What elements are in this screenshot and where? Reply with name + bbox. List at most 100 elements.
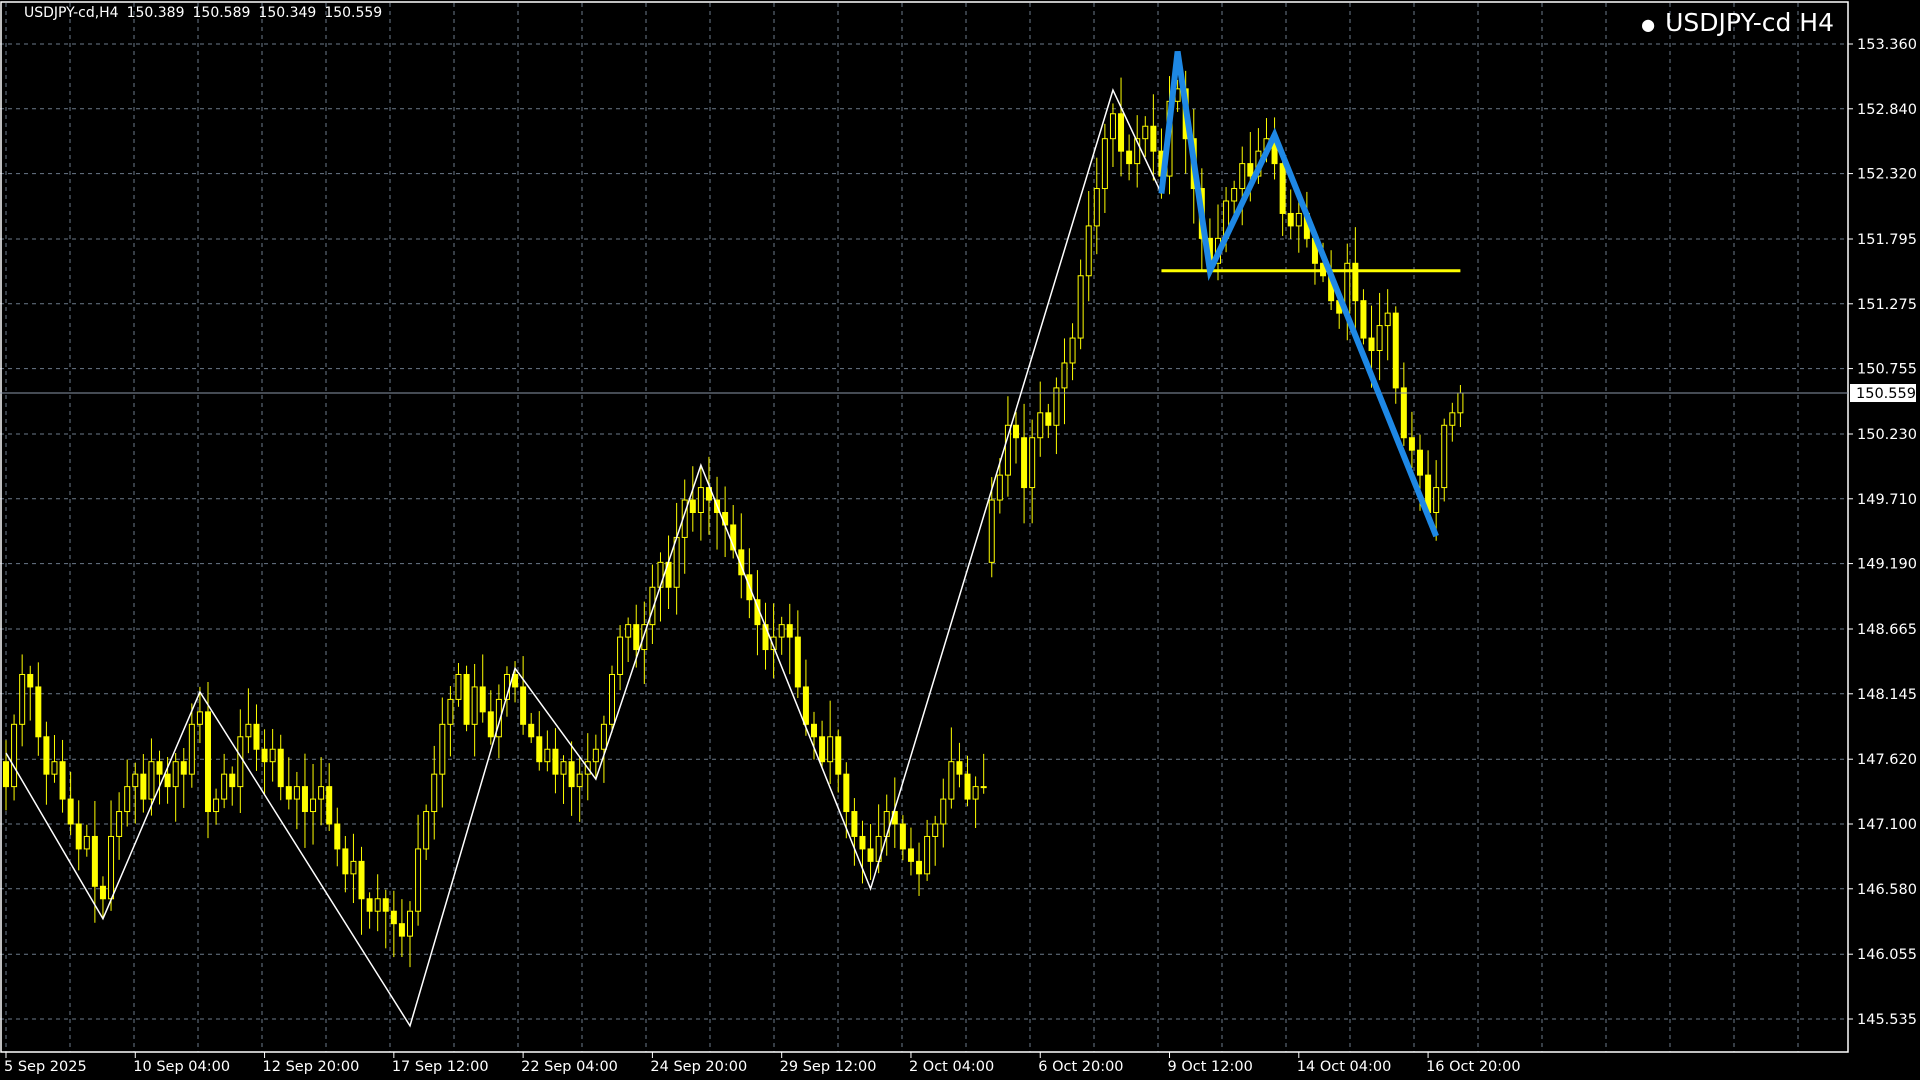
candle-body xyxy=(1101,138,1108,190)
candle-body xyxy=(1457,392,1464,414)
candle-body xyxy=(245,723,252,738)
candle-body xyxy=(1368,337,1375,352)
candle-body xyxy=(576,773,583,788)
candle-body xyxy=(1021,437,1028,489)
candle-body xyxy=(819,736,826,763)
candle-body xyxy=(980,786,987,789)
candle-body xyxy=(196,711,203,725)
candle-body xyxy=(455,673,462,700)
candle-body xyxy=(382,898,389,912)
candle-body xyxy=(463,673,470,725)
candle-body xyxy=(1061,362,1068,389)
price-axis-label: 147.620 xyxy=(1857,752,1917,768)
candle-body xyxy=(116,811,123,837)
time-axis-label: 2 Oct 04:00 xyxy=(909,1059,994,1075)
chart-frame xyxy=(0,1,1849,1053)
candle-body xyxy=(1004,424,1011,476)
candle-body xyxy=(172,761,179,788)
candle-body xyxy=(59,761,66,800)
time-axis-label: 24 Sep 20:00 xyxy=(650,1059,747,1075)
candle-body xyxy=(956,761,963,775)
candle-body xyxy=(51,761,58,775)
candle-body xyxy=(358,860,365,900)
candle-body xyxy=(1029,437,1036,489)
candle-body xyxy=(83,835,90,850)
price-axis-label: 151.795 xyxy=(1857,232,1917,248)
chart-title-text: USDJPY-cd H4 xyxy=(1665,8,1834,37)
candle-body xyxy=(285,786,292,800)
candle-body xyxy=(1118,113,1125,152)
candle-body xyxy=(326,786,333,825)
time-axis-label: 6 Oct 20:00 xyxy=(1038,1059,1123,1075)
candle-body xyxy=(293,786,300,800)
price-axis-label: 147.100 xyxy=(1857,817,1917,833)
time-axis-label: 16 Oct 20:00 xyxy=(1426,1059,1521,1075)
price-axis-label: 145.535 xyxy=(1857,1012,1917,1028)
symbol-timeframe: USDJPY-cd,H4 xyxy=(24,5,119,21)
ohlc-close: 150.559 xyxy=(324,5,383,21)
candle-body xyxy=(552,748,559,775)
candle-body xyxy=(1433,487,1440,513)
candle-body xyxy=(1231,188,1238,202)
candle-body xyxy=(948,761,955,800)
candle-body xyxy=(730,524,737,551)
candle-body xyxy=(907,848,914,862)
candle-body xyxy=(108,835,115,900)
candle-body xyxy=(132,773,139,788)
price-axis-label: 146.580 xyxy=(1857,882,1917,898)
bullet-icon: ● xyxy=(1641,14,1656,34)
price-axis-label: 148.145 xyxy=(1857,687,1917,703)
candle-body xyxy=(1279,163,1286,214)
price-axis-label: 148.665 xyxy=(1857,622,1917,638)
candle-body xyxy=(536,736,543,763)
price-axis-label: 149.190 xyxy=(1857,557,1917,573)
candle-body xyxy=(964,773,971,800)
candle-body xyxy=(512,673,519,688)
candle-body xyxy=(851,811,858,837)
candle-body xyxy=(972,786,979,800)
candle-body xyxy=(277,748,284,788)
candle-body xyxy=(794,636,801,688)
candle-body xyxy=(269,748,276,763)
candle-body xyxy=(705,487,712,501)
candle-body xyxy=(592,748,599,763)
price-axis-label: 153.360 xyxy=(1857,37,1917,53)
candle-body xyxy=(520,686,527,725)
candle-body xyxy=(560,761,567,775)
candle-body xyxy=(213,798,220,813)
candle-body xyxy=(221,773,228,800)
candle-body xyxy=(924,835,931,875)
candle-body xyxy=(786,624,793,638)
candle-body xyxy=(1013,424,1019,439)
candle-body xyxy=(1150,125,1157,152)
candle-body xyxy=(988,499,995,563)
candle-body xyxy=(229,773,236,788)
candle-body xyxy=(447,698,454,725)
candle-body xyxy=(407,910,413,937)
candle-body xyxy=(689,499,696,513)
chart-title: ● USDJPY-cd H4 xyxy=(1641,8,1834,37)
candle-body xyxy=(859,835,866,850)
candle-body xyxy=(1400,387,1407,439)
candle-body xyxy=(253,723,260,750)
candle-body xyxy=(996,474,1003,501)
candle-body xyxy=(1134,138,1141,165)
candle-body xyxy=(415,848,422,912)
candle-body xyxy=(188,723,195,775)
candle-body xyxy=(940,798,947,825)
price-axis-label: 149.710 xyxy=(1857,492,1917,508)
candle-body xyxy=(770,636,777,651)
candle-body xyxy=(1069,337,1076,364)
zigzag-line xyxy=(5,88,1163,1028)
candle-body xyxy=(301,786,308,813)
candle-body xyxy=(1352,262,1359,302)
candle-body xyxy=(310,798,317,813)
candle-body xyxy=(544,748,551,763)
candle-body xyxy=(487,711,494,738)
candle-body xyxy=(1384,312,1391,327)
candle-body xyxy=(342,848,349,875)
candle-body xyxy=(625,624,632,638)
candle-body xyxy=(641,624,648,651)
candle-body xyxy=(366,898,373,912)
